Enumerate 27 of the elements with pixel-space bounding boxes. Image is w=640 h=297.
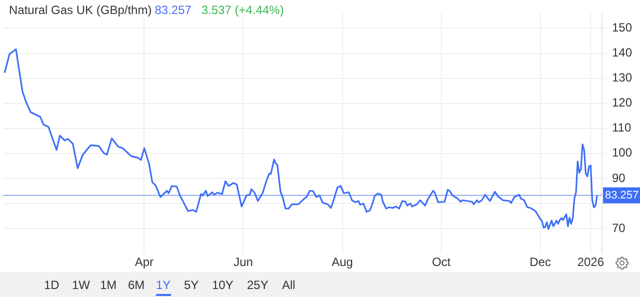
ref-line-label: 83.257 — [605, 189, 639, 202]
chart-title: Natural Gas UK (GBp/thm) — [9, 3, 152, 17]
y-tick-label: 150 — [612, 20, 632, 35]
x-tick-label: Dec — [530, 255, 551, 270]
annotation: 83.257 — [154, 3, 192, 17]
x-tick-label: Jun — [234, 255, 253, 270]
text: 1M — [100, 278, 117, 292]
text: 10Y — [212, 278, 234, 292]
x-tick-label: Aug — [332, 255, 353, 270]
text: 1D — [44, 278, 60, 292]
text: All — [282, 278, 296, 292]
y-tick-label: 110 — [612, 120, 632, 135]
y-tick-label: 130 — [612, 70, 632, 85]
text: 6M — [128, 278, 145, 292]
y-tick-label: 70 — [612, 220, 626, 235]
text: 1W — [72, 278, 90, 292]
y-tick-label: 90 — [612, 170, 626, 185]
text: 25Y — [247, 278, 268, 292]
y-tick-label: 120 — [612, 96, 632, 110]
x-tick-label: Oct — [432, 255, 452, 270]
y-tick-label: 140 — [612, 46, 632, 60]
annotation: 3.537 (+4.44%) — [201, 3, 284, 17]
text: 5Y — [184, 278, 199, 292]
x-tick-label: Apr — [134, 255, 154, 270]
y-tick-label: 100 — [612, 146, 632, 160]
x-tick-label: 2026 — [577, 255, 604, 270]
text: 1Y — [156, 278, 171, 296]
